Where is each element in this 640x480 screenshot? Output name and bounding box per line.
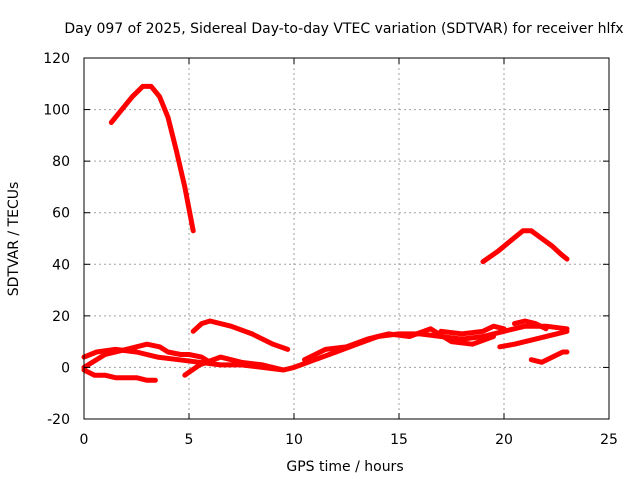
y-tick-label-120: 120 [43, 51, 70, 67]
grid-lines [84, 58, 609, 419]
series-track-6 [81, 341, 213, 370]
y-tick-label--20: -20 [47, 412, 70, 428]
series-track-7 [182, 354, 286, 378]
x-tick-label-5: 5 [185, 432, 194, 448]
series-track-1 [108, 83, 196, 234]
x-tick-label-20: 20 [495, 432, 513, 448]
y-tick-label-20: 20 [52, 309, 70, 325]
y-tick-label-60: 60 [52, 206, 70, 222]
plot-frame [83, 57, 610, 420]
y-tick-label-100: 100 [43, 103, 70, 119]
x-axis-label: GPS time / hours [286, 459, 403, 475]
y-axis-label: SDTVAR / TECUs [6, 182, 22, 297]
axis-ticks: 0 5 10 15 20 25 -20 0 20 40 60 80 100 120 [43, 51, 618, 448]
x-tick-label-15: 15 [390, 432, 408, 448]
series-track-8 [302, 326, 496, 363]
series-track-11 [512, 318, 549, 332]
series-track-2 [480, 228, 570, 265]
y-tick-label-0: 0 [61, 360, 70, 376]
x-tick-label-25: 25 [600, 432, 618, 448]
series-track-3 [190, 318, 291, 352]
series-track-9 [438, 323, 507, 337]
x-tick-label-0: 0 [80, 432, 89, 448]
y-tick-label-80: 80 [52, 154, 70, 170]
series-track-12 [528, 349, 570, 365]
chart-title: Day 097 of 2025, Sidereal Day-to-day VTE… [64, 21, 623, 37]
x-tick-label-10: 10 [285, 432, 303, 448]
data-series [81, 83, 570, 383]
series-track-5 [81, 367, 158, 383]
series-track-4 [81, 323, 570, 373]
series-track-10 [497, 328, 570, 350]
y-tick-label-40: 40 [52, 257, 70, 273]
